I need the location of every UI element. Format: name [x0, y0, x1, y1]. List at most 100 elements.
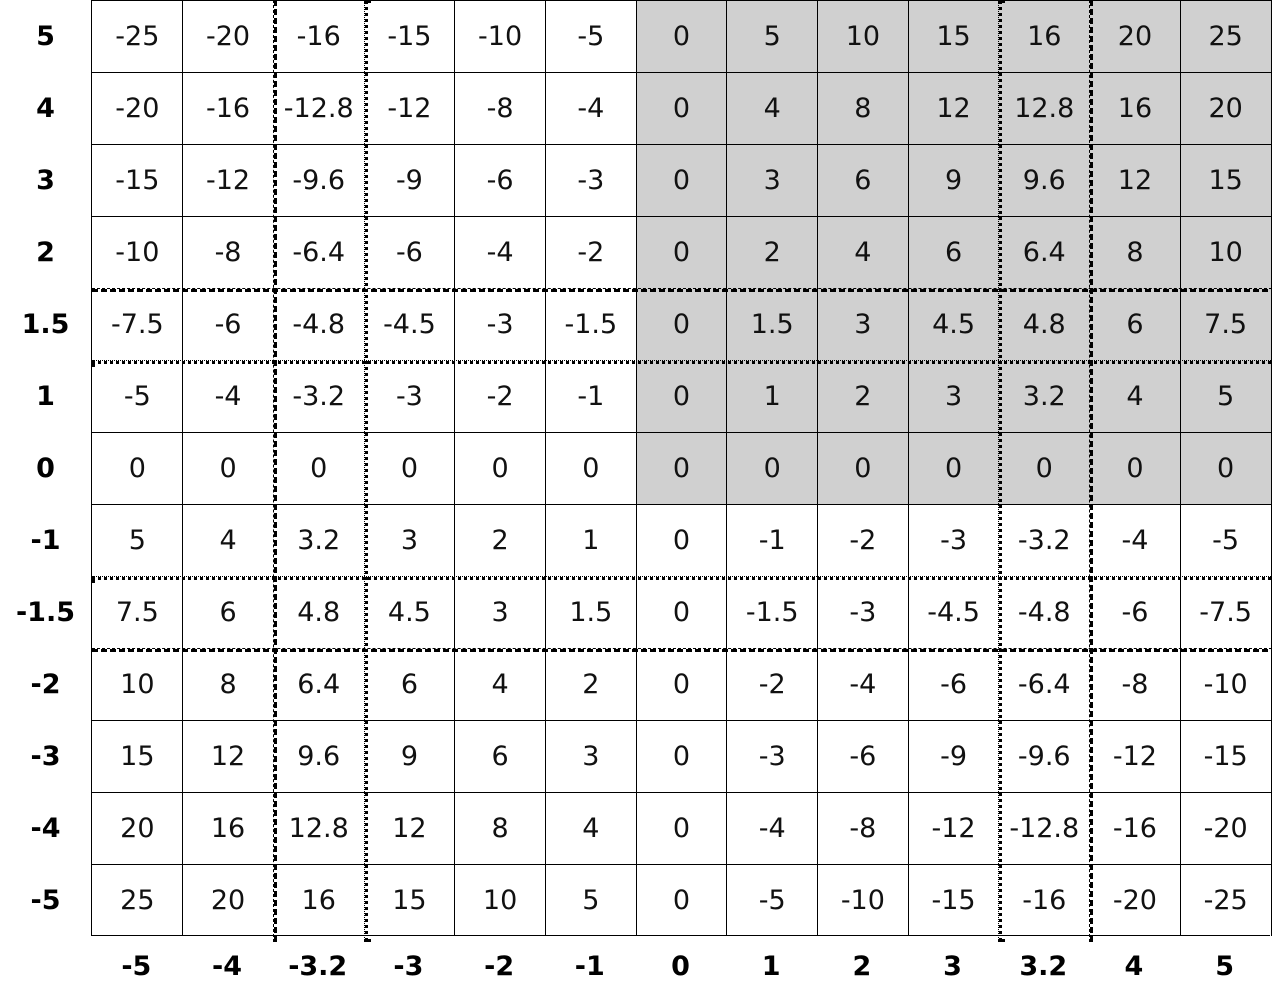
table-cell: 0 [636, 432, 727, 504]
table-cell: 8 [817, 72, 909, 144]
table-cell: -4.5 [927, 596, 980, 628]
table-cell: 15 [1180, 144, 1271, 216]
table-cell: -9 [395, 164, 423, 196]
grid-line-vertical [454, 0, 456, 936]
table-cell: -4.8 [1017, 596, 1071, 628]
row-label: -3 [30, 740, 61, 772]
table-cell: -10 [1203, 668, 1248, 700]
table-cell: 9.6 [998, 144, 1090, 216]
table-cell: -3.2 [292, 380, 346, 412]
table-cell: -3 [758, 740, 786, 772]
table-cell: -4 [1121, 524, 1149, 556]
grid-line-horizontal [92, 72, 1271, 73]
column-label: 2 [852, 950, 872, 982]
grid-line-vertical [363, 0, 368, 942]
table-cell: 0 [1180, 432, 1271, 504]
table-cell: -4 [214, 380, 242, 412]
table-cell: -16 [1112, 812, 1157, 844]
table-cell: -20 [205, 20, 251, 52]
table-cell: 4 [582, 812, 600, 844]
table-cell: 5 [582, 884, 600, 916]
table-cell: 4 [219, 524, 237, 556]
table-cell: 6 [817, 144, 909, 216]
table-cell: 16 [210, 812, 246, 844]
column-label: -3 [393, 950, 424, 982]
table-cell: -5 [758, 884, 786, 916]
column-label: 4 [1124, 950, 1144, 982]
grid-line-horizontal [92, 720, 1271, 721]
table-cell: -12.8 [1009, 812, 1080, 844]
table-cell: 1.5 [569, 596, 613, 628]
row-label: -1 [30, 524, 61, 556]
table-cell: 6 [400, 668, 418, 700]
table-cell: 0 [219, 452, 237, 484]
table-cell: 2 [582, 668, 600, 700]
table-cell: -15 [387, 20, 432, 52]
table-cell: 3.2 [297, 524, 341, 556]
grid-line-horizontal [92, 360, 1272, 364]
table-cell: 4.8 [998, 288, 1090, 360]
table-cell: 1 [726, 360, 818, 432]
table-cell: 0 [636, 0, 727, 72]
grid-line-horizontal [92, 504, 1271, 505]
table-cell: -2 [486, 380, 514, 412]
table-cell: -6 [1121, 596, 1149, 628]
table-cell: -5 [123, 380, 151, 412]
grid-line-horizontal [92, 864, 1271, 865]
table-cell: 0 [582, 452, 600, 484]
table-cell: 0 [636, 216, 727, 288]
table-cell: -4.5 [383, 308, 436, 340]
table-cell: -3.2 [1017, 524, 1071, 556]
table-cell: 4 [1089, 360, 1181, 432]
table-cell: -1 [758, 524, 786, 556]
table-cell: 0 [672, 596, 691, 628]
table-cell: 9 [908, 144, 999, 216]
table-cell: 0 [672, 740, 691, 772]
table-cell: 0 [1089, 432, 1181, 504]
table-cell: 0 [636, 144, 727, 216]
table-cell: 9 [400, 740, 418, 772]
table-cell: -1.5 [745, 596, 799, 628]
table-cell: 16 [1089, 72, 1181, 144]
table-cell: 25 [1180, 0, 1271, 72]
table-cell: -8 [1121, 668, 1149, 700]
table-cell: 20 [1089, 0, 1181, 72]
grid-line-vertical [1089, 0, 1094, 942]
row-label: -5 [30, 884, 61, 916]
table-cell: -6 [486, 164, 514, 196]
table-cell: 0 [672, 668, 691, 700]
table-cell: 0 [908, 432, 999, 504]
table-cell: -16 [1022, 884, 1067, 916]
table-cell: -6 [395, 236, 423, 268]
column-label: -3.2 [288, 950, 348, 982]
table-cell: 6.4 [998, 216, 1090, 288]
grid-line-vertical [998, 0, 1003, 942]
column-label: -1 [574, 950, 605, 982]
row-label: 3 [36, 164, 55, 196]
table-cell: -6 [940, 668, 968, 700]
table-cell: 0 [636, 288, 727, 360]
table-cell: -15 [115, 164, 160, 196]
table-cell: -10 [478, 20, 523, 52]
table-cell: -16 [296, 20, 341, 52]
table-cell: 25 [120, 884, 155, 916]
table-cell: 8 [1089, 216, 1181, 288]
table-cell: -4 [486, 236, 514, 268]
table-cell: 4.5 [908, 288, 999, 360]
table-cell: -9.6 [292, 164, 346, 196]
table-cell: -8 [214, 236, 242, 268]
table-cell: 15 [120, 740, 155, 772]
table-cell: 4 [817, 216, 909, 288]
table-cell: 9.6 [297, 740, 341, 772]
table-cell: 15 [908, 0, 999, 72]
table-cell: 4.5 [387, 596, 431, 628]
table-cell: 4 [726, 72, 818, 144]
row-label: 1 [36, 380, 55, 412]
table-cell: 3 [400, 524, 418, 556]
table-cell: 0 [636, 360, 727, 432]
table-cell: 4.8 [297, 596, 341, 628]
table-cell: -12.8 [283, 92, 354, 124]
table-cell: -3 [577, 164, 605, 196]
table-cell: 0 [998, 432, 1090, 504]
table-cell: -25 [1203, 884, 1248, 916]
